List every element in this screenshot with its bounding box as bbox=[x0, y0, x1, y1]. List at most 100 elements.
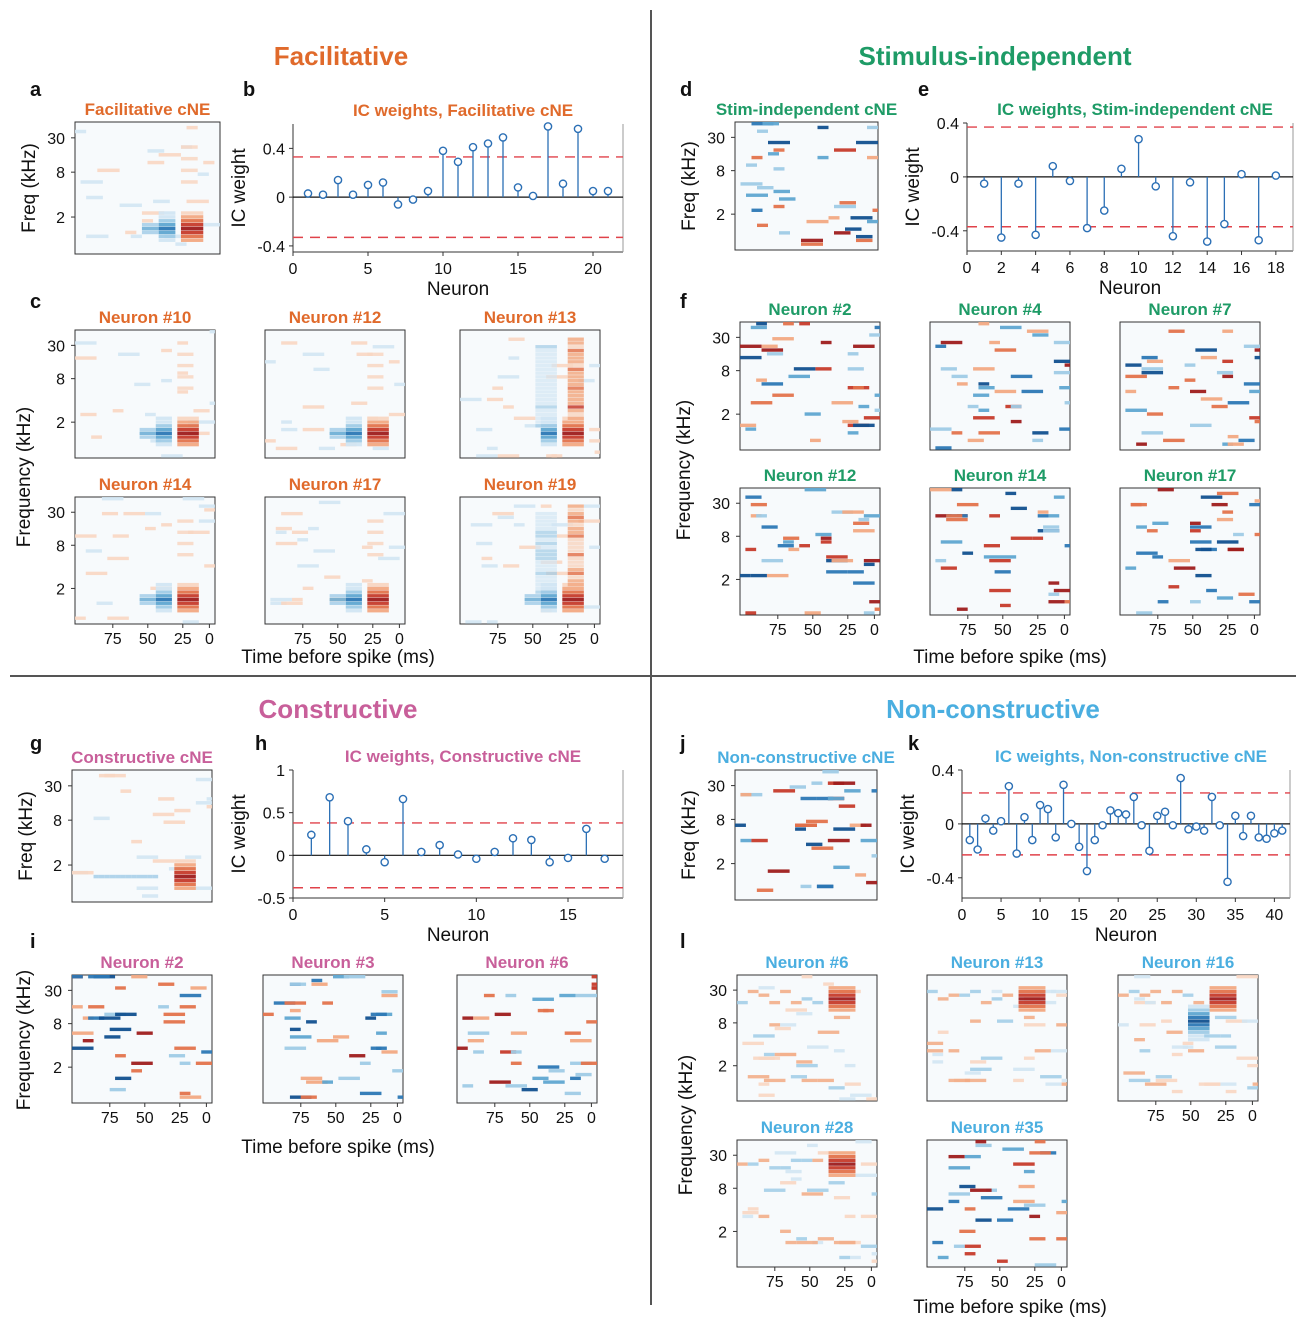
strf-cell bbox=[567, 575, 584, 579]
strf-cell bbox=[589, 363, 600, 368]
freq-axis-label: Freq (kHz) bbox=[16, 791, 37, 881]
strf-cell bbox=[329, 435, 346, 439]
strf-cell bbox=[863, 562, 875, 567]
frequency-axis-label-f: Frequency (kHz) bbox=[674, 400, 695, 540]
strf-cell bbox=[799, 544, 810, 548]
strf-cell bbox=[177, 363, 194, 368]
strf-cell bbox=[591, 982, 597, 986]
strf-cell bbox=[139, 431, 156, 436]
stem-marker bbox=[1246, 811, 1256, 821]
strf-cell bbox=[964, 1207, 976, 1211]
strf-cell bbox=[801, 1192, 824, 1196]
strf-cell bbox=[940, 566, 957, 570]
strf-cell bbox=[535, 352, 557, 356]
strf-cell bbox=[1249, 389, 1260, 394]
strf-cell bbox=[874, 607, 880, 611]
strf-cell bbox=[351, 401, 368, 405]
strf-cell bbox=[98, 874, 105, 879]
strf-cell bbox=[177, 427, 199, 432]
x-tick-label: 0 bbox=[963, 260, 972, 277]
strf-cell bbox=[932, 1240, 944, 1245]
strf-cell bbox=[281, 341, 298, 345]
strf-cell bbox=[486, 446, 498, 451]
strf-cell bbox=[535, 420, 557, 424]
strf-cell bbox=[198, 504, 215, 508]
x-tick-label: 10 bbox=[1031, 907, 1049, 924]
strf-title: Neuron #4 bbox=[958, 300, 1042, 319]
strf-cell bbox=[345, 435, 362, 439]
time-tick-label: 25 bbox=[171, 1110, 189, 1127]
strf-cell bbox=[535, 416, 557, 420]
strf-cell bbox=[1254, 499, 1260, 503]
strf-cell bbox=[107, 616, 129, 620]
strf-cell bbox=[155, 594, 172, 598]
strf-cell bbox=[1010, 404, 1022, 409]
strf-cell bbox=[1023, 1169, 1035, 1174]
strf-cell bbox=[997, 1218, 1014, 1222]
strf-title: Neuron #7 bbox=[1148, 300, 1231, 319]
strf-cell bbox=[535, 545, 557, 549]
strf-cell bbox=[329, 431, 346, 436]
strf-cell bbox=[795, 823, 817, 827]
strf-cell bbox=[1010, 506, 1027, 511]
strf-cell bbox=[535, 397, 557, 402]
strf-cell bbox=[345, 590, 362, 594]
strf-cell bbox=[567, 337, 584, 341]
strf-cell bbox=[345, 601, 362, 605]
stem-marker bbox=[1220, 219, 1229, 229]
strf-cell bbox=[788, 547, 800, 552]
strf-cell bbox=[1018, 1008, 1046, 1012]
time-tick-label: 25 bbox=[174, 631, 192, 648]
strf-cell bbox=[1144, 1082, 1167, 1086]
strf-cell bbox=[567, 397, 584, 402]
strf-cell bbox=[567, 375, 584, 379]
strf-cell bbox=[1168, 329, 1185, 333]
strf-cell bbox=[1254, 532, 1260, 537]
strf-cell bbox=[583, 605, 600, 609]
strf-cell bbox=[762, 122, 774, 126]
strf-cell bbox=[155, 439, 172, 443]
x-tick-label: 0 bbox=[289, 261, 298, 278]
freq-tick-label: 2 bbox=[56, 581, 65, 598]
time-tick-label: 75 bbox=[489, 631, 507, 648]
strf-frame bbox=[926, 974, 1068, 1102]
strf-cell bbox=[540, 431, 557, 436]
y-tick-label: 0 bbox=[276, 848, 285, 865]
strf-cell bbox=[828, 1004, 856, 1008]
x-tick-label: 30 bbox=[1187, 907, 1205, 924]
strf-cell bbox=[535, 356, 557, 360]
strf-cell bbox=[589, 439, 600, 443]
strf-cell bbox=[510, 1050, 522, 1054]
strf-cell bbox=[1188, 1012, 1210, 1016]
strf-cell bbox=[935, 558, 947, 563]
stem-marker bbox=[603, 186, 613, 196]
freq-tick-label: 30 bbox=[707, 779, 725, 796]
strf-cell bbox=[860, 1214, 877, 1219]
stem-marker bbox=[1098, 820, 1107, 830]
stem-marker bbox=[1014, 179, 1023, 188]
strf-cell bbox=[1146, 359, 1164, 364]
panel-letter-k: k bbox=[908, 733, 920, 755]
strf-cell bbox=[1000, 603, 1011, 608]
freq-tick-label: 8 bbox=[721, 529, 730, 546]
strf-cell bbox=[535, 371, 557, 375]
strf-cell bbox=[1053, 340, 1070, 345]
time-axis-label-f: Time before spike (ms) bbox=[913, 647, 1107, 668]
strf-cell bbox=[567, 511, 584, 516]
time-tick-label: 0 bbox=[1057, 1274, 1066, 1291]
strf-cell bbox=[345, 609, 362, 613]
strf-cell bbox=[567, 378, 584, 383]
strf-cell bbox=[372, 345, 395, 349]
strf-cell bbox=[567, 412, 584, 417]
strf-cell bbox=[1134, 1038, 1145, 1042]
strf-cell bbox=[761, 382, 784, 386]
strf-cell bbox=[1010, 419, 1022, 424]
strf-cell bbox=[834, 148, 856, 152]
stem-chart-title: IC weights, Facilitative cNE bbox=[353, 101, 573, 120]
strf-cell bbox=[535, 348, 557, 353]
strf-cell bbox=[367, 586, 389, 591]
strf-cell bbox=[773, 789, 796, 793]
strf-cell bbox=[828, 1151, 856, 1155]
strf-cell bbox=[524, 601, 541, 605]
strf-cell bbox=[761, 344, 778, 348]
